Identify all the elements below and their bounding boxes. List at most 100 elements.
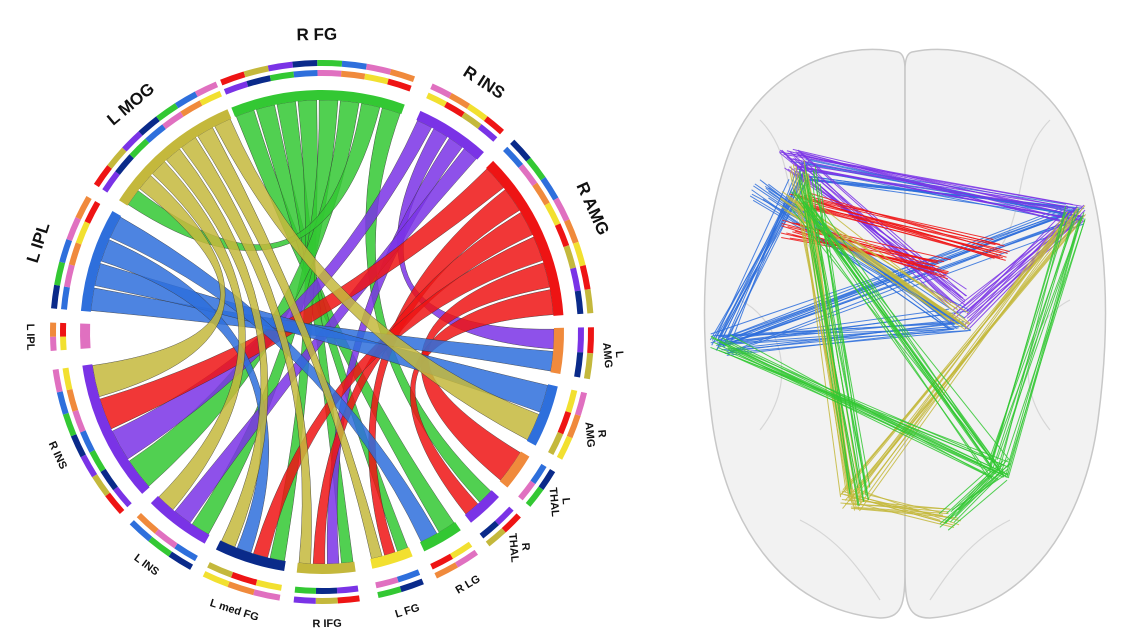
outer-ring <box>444 101 465 118</box>
label-line: THAL <box>547 487 562 518</box>
chord-ribbon <box>166 148 269 548</box>
outer-ring <box>532 182 550 206</box>
outer-ring <box>583 352 594 380</box>
outer-ring <box>220 71 246 86</box>
fiber <box>996 212 1085 460</box>
fiber <box>724 344 1004 475</box>
fiber <box>803 184 852 490</box>
segment-arc <box>464 490 499 523</box>
fiber <box>798 197 1001 257</box>
outer-ring <box>107 147 127 169</box>
fiber <box>853 490 943 514</box>
fiber <box>858 503 955 528</box>
outer-ring <box>269 71 295 82</box>
fiber <box>802 200 1010 252</box>
outer-ring <box>566 414 581 439</box>
outer-ring <box>56 391 69 415</box>
segment-arc <box>80 211 122 312</box>
outer-ring <box>485 528 506 547</box>
outer-ring <box>66 217 81 242</box>
fiber <box>804 194 1000 467</box>
outer-ring <box>168 551 194 570</box>
fiber <box>848 225 1075 502</box>
outer-ring <box>80 454 98 478</box>
fiber <box>1006 216 1082 478</box>
outer-ring <box>563 245 576 269</box>
fiber <box>947 479 1008 531</box>
fiber <box>798 194 993 469</box>
outer-ring <box>49 322 57 337</box>
outer-ring <box>102 171 120 193</box>
fiber <box>778 151 1073 205</box>
fiber <box>794 203 994 481</box>
outer-ring <box>50 336 57 351</box>
outer-ring <box>317 60 343 67</box>
fiber <box>851 507 958 519</box>
outer-ring <box>477 124 498 142</box>
segment-label: L med FG <box>208 597 260 624</box>
fiber <box>801 206 1003 259</box>
fiber <box>790 160 1066 205</box>
outer-ring <box>122 131 143 152</box>
fiber <box>718 223 1068 348</box>
outer-ring <box>387 78 412 92</box>
outer-ring <box>554 223 570 248</box>
fiber <box>799 188 971 325</box>
outer-ring <box>526 157 546 181</box>
outer-ring <box>174 543 198 562</box>
outer-ring <box>136 513 159 534</box>
fiber <box>803 182 859 506</box>
outer-ring <box>154 529 178 549</box>
fiber <box>796 152 951 306</box>
outer-ring <box>199 90 222 106</box>
outer-ring <box>293 70 318 78</box>
fiber <box>721 337 1009 476</box>
outer-ring <box>75 221 90 245</box>
fiber <box>730 321 964 353</box>
fiber <box>951 472 1009 511</box>
outer-ring <box>574 290 584 315</box>
fiber <box>724 330 968 354</box>
outer-ring <box>89 449 106 472</box>
fiber <box>998 211 1066 471</box>
outer-ring <box>243 65 269 78</box>
segment-arc <box>499 451 530 488</box>
outer-ring <box>75 196 92 220</box>
fiber <box>726 221 1067 354</box>
label-line: THAL <box>506 533 521 564</box>
outer-ring <box>375 576 399 589</box>
outer-ring <box>138 116 160 136</box>
outer-ring <box>72 409 86 433</box>
label-line: R AMG <box>572 179 613 238</box>
outer-ring <box>396 569 421 583</box>
fiber <box>1000 220 1086 473</box>
outer-ring <box>501 513 521 533</box>
fiber <box>945 471 992 524</box>
outer-ring <box>461 112 482 129</box>
segment-label: LTHAL <box>547 486 573 518</box>
outer-ring <box>230 572 258 586</box>
outer-ring <box>93 165 112 188</box>
fiber <box>729 165 799 347</box>
fiber <box>806 179 861 485</box>
outer-ring <box>548 432 564 456</box>
outer-ring <box>162 111 184 130</box>
outer-ring <box>494 506 514 526</box>
fiber <box>954 217 1078 315</box>
label-line: R INS <box>46 440 69 472</box>
fiber <box>813 171 870 501</box>
label-line: L INS <box>132 552 162 578</box>
fiber <box>806 202 1005 478</box>
outer-ring <box>336 585 359 594</box>
outer-ring <box>54 261 66 286</box>
outer-ring <box>455 549 479 568</box>
outer-ring <box>556 435 573 460</box>
fiber <box>790 158 1084 217</box>
outer-ring <box>315 587 338 595</box>
outer-ring <box>148 536 172 557</box>
outer-ring <box>66 388 79 412</box>
fiber <box>989 206 1067 472</box>
outer-ring <box>448 92 471 109</box>
outer-ring <box>525 486 544 507</box>
chord-ribbon <box>420 262 550 481</box>
